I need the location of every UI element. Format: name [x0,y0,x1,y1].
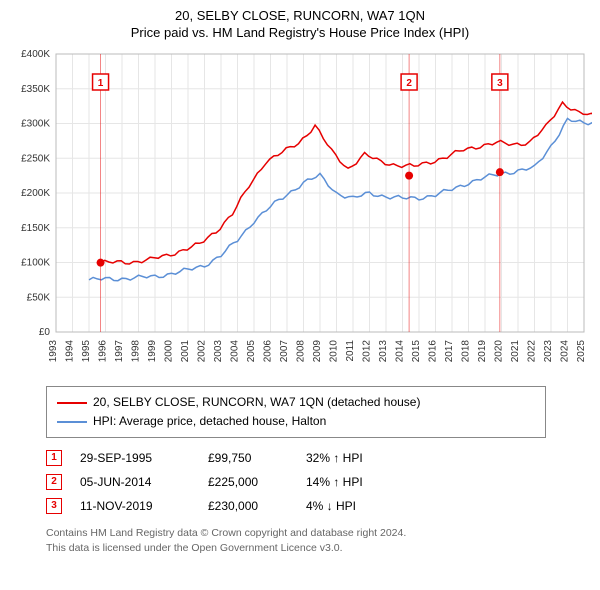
sale-row: 1 29-SEP-1995 £99,750 32% ↑ HPI [46,446,592,470]
svg-text:2020: 2020 [494,340,505,363]
svg-text:£300K: £300K [21,119,50,130]
footnote: Contains HM Land Registry data © Crown c… [46,526,592,555]
sale-price: £225,000 [208,470,288,494]
sale-delta: 4% ↓ HPI [306,494,426,518]
svg-text:1993: 1993 [48,340,59,363]
svg-text:1994: 1994 [65,340,76,363]
svg-text:£200K: £200K [21,188,50,199]
chart-svg: £0 £50K £100K £150K £200K £250K £300K £350K £400… [8,48,592,378]
legend: 20, SELBY CLOSE, RUNCORN, WA7 1QN (detac… [46,386,546,438]
svg-text:2016: 2016 [428,340,439,363]
svg-text:2000: 2000 [164,340,175,363]
sale-marker: 1 [46,450,62,466]
svg-text:2001: 2001 [180,340,191,363]
svg-text:1999: 1999 [147,340,158,363]
sale-row: 2 05-JUN-2014 £225,000 14% ↑ HPI [46,470,592,494]
svg-text:1998: 1998 [131,340,142,363]
svg-text:£350K: £350K [21,84,50,95]
svg-text:1996: 1996 [98,340,109,363]
svg-text:2025: 2025 [576,340,587,363]
svg-text:2005: 2005 [246,340,257,363]
legend-row: 20, SELBY CLOSE, RUNCORN, WA7 1QN (detac… [57,393,535,412]
legend-label: HPI: Average price, detached house, Halt… [93,412,326,431]
sale-price: £230,000 [208,494,288,518]
svg-text:2006: 2006 [263,340,274,363]
svg-text:2007: 2007 [279,340,290,363]
footnote-line-1: Contains HM Land Registry data © Crown c… [46,526,592,541]
footnote-line-2: This data is licensed under the Open Gov… [46,541,592,556]
legend-swatch [57,421,87,423]
legend-label: 20, SELBY CLOSE, RUNCORN, WA7 1QN (detac… [93,393,420,412]
svg-text:£250K: £250K [21,153,50,164]
svg-text:2017: 2017 [444,340,455,363]
svg-text:2: 2 [406,78,412,89]
svg-text:2024: 2024 [560,340,571,363]
svg-text:2019: 2019 [477,340,488,363]
sale-price: £99,750 [208,446,288,470]
sale-date: 11-NOV-2019 [80,494,190,518]
svg-text:2015: 2015 [411,340,422,363]
svg-text:2011: 2011 [345,340,356,362]
sale-date: 05-JUN-2014 [80,470,190,494]
legend-swatch [57,402,87,404]
svg-text:1: 1 [98,78,104,89]
svg-text:2003: 2003 [213,340,224,363]
sales-table: 1 29-SEP-1995 £99,750 32% ↑ HPI 2 05-JUN-2014… [46,446,592,518]
svg-text:£400K: £400K [21,49,50,60]
sale-delta: 32% ↑ HPI [306,446,426,470]
svg-text:3: 3 [497,78,503,89]
svg-text:2009: 2009 [312,340,323,363]
svg-text:2023: 2023 [543,340,554,363]
price-chart: £0 £50K £100K £150K £200K £250K £300K £350K £400… [8,48,592,378]
chart-subtitle: Price paid vs. HM Land Registry's House … [8,25,592,40]
svg-text:£50K: £50K [27,292,51,303]
svg-text:2018: 2018 [461,340,472,363]
svg-text:2002: 2002 [197,340,208,363]
sale-marker: 2 [46,474,62,490]
svg-text:£150K: £150K [21,223,50,234]
svg-text:£0: £0 [39,327,51,338]
svg-text:2013: 2013 [378,340,389,363]
sale-date: 29-SEP-1995 [80,446,190,470]
svg-text:2008: 2008 [296,340,307,363]
svg-text:2022: 2022 [527,340,538,363]
svg-text:2014: 2014 [395,340,406,363]
svg-text:2004: 2004 [230,340,241,363]
svg-text:1995: 1995 [81,340,92,363]
svg-text:1997: 1997 [114,340,125,363]
sale-marker: 3 [46,498,62,514]
svg-text:2012: 2012 [362,340,373,363]
sale-row: 3 11-NOV-2019 £230,000 4% ↓ HPI [46,494,592,518]
svg-text:£100K: £100K [21,258,50,269]
svg-text:2010: 2010 [329,340,340,363]
svg-text:2021: 2021 [510,340,521,363]
chart-title: 20, SELBY CLOSE, RUNCORN, WA7 1QN [8,8,592,23]
legend-row: HPI: Average price, detached house, Halt… [57,412,535,431]
sale-delta: 14% ↑ HPI [306,470,426,494]
